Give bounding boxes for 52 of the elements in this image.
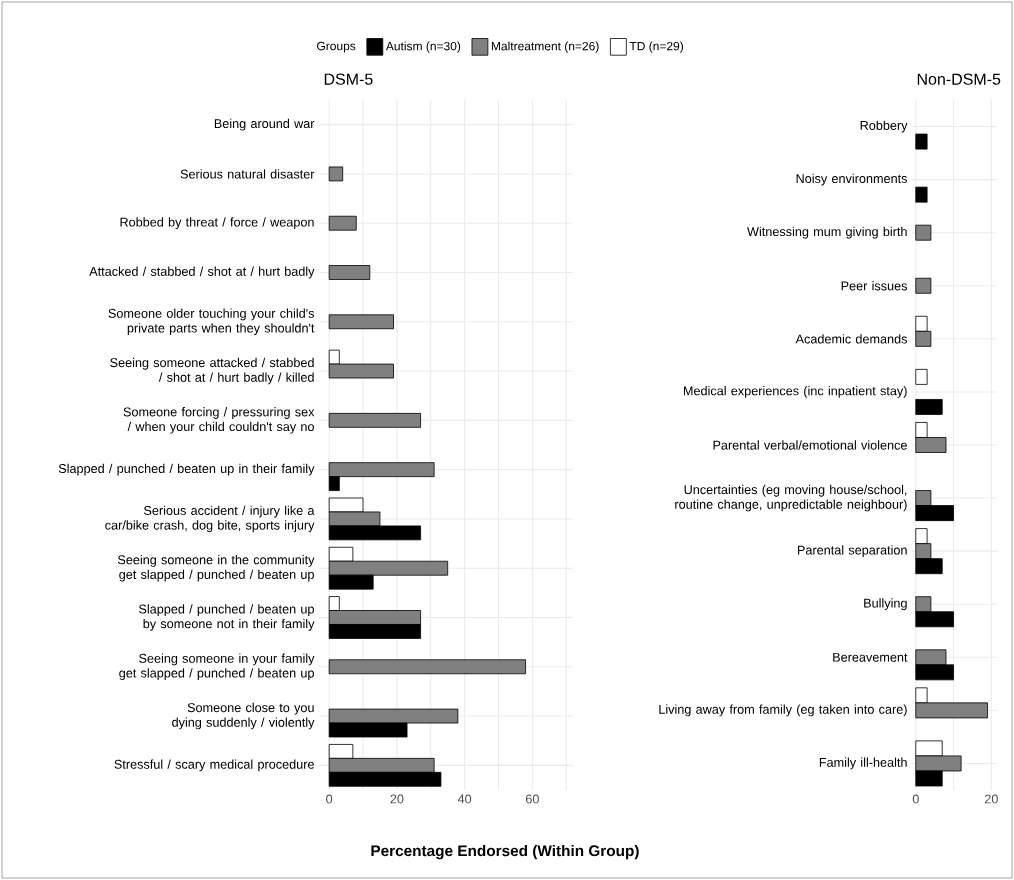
bar bbox=[328, 412, 421, 428]
y-tick-label: Parental separation bbox=[798, 545, 907, 558]
legend-label: TD (n=29) bbox=[629, 41, 684, 53]
bar bbox=[915, 224, 932, 241]
x-tick-label: 40 bbox=[457, 794, 472, 804]
y-tick-label: Attacked / stabbed / shot at / hurt badly bbox=[89, 266, 315, 279]
y-tick-label: Family ill-health bbox=[819, 757, 907, 770]
bar bbox=[328, 265, 371, 280]
legend-label: Maltreatment (n=26) bbox=[491, 41, 599, 53]
x-tick-label: 0 bbox=[326, 794, 333, 804]
y-tick-label: Academic demands bbox=[795, 334, 908, 344]
y-tick-label: Medical experiences (inc inpatient stay) bbox=[683, 386, 907, 398]
bar bbox=[915, 368, 928, 385]
y-tick-label: Uncertainties (eg moving house/school, routine change, unpredictable neighbour) bbox=[675, 484, 907, 512]
x-tick-label: 0 bbox=[912, 794, 919, 804]
bar bbox=[328, 215, 357, 231]
y-tick-label: Robbery bbox=[860, 120, 908, 133]
y-tick-label: Being around war bbox=[214, 118, 315, 131]
bar bbox=[328, 166, 344, 182]
y-tick-label: Someone close to you dying suddenly / violently bbox=[172, 702, 315, 730]
bar bbox=[915, 399, 943, 415]
y-tick-label: Slapped / punched / beaten up by someone not in their family bbox=[139, 604, 315, 631]
bar bbox=[915, 277, 932, 294]
chart-title: DSM-5 bbox=[324, 73, 373, 85]
x-tick-label: 20 bbox=[984, 794, 998, 804]
y-tick-label: Bullying bbox=[864, 598, 907, 611]
y-tick-label: Living away from family (eg taken into care) bbox=[659, 704, 907, 717]
y-tick-label: Someone older touching your child's private parts when they shouldn't bbox=[108, 308, 315, 336]
y-tick-label: Stressful / scary medical procedure bbox=[114, 759, 314, 772]
y-tick-label: Serious accident / injury like a car/bike crash, dog bite, sports injury bbox=[105, 505, 315, 533]
legend-title: Groups bbox=[317, 41, 356, 53]
bar bbox=[328, 659, 526, 675]
y-tick-label: Slapped / punched / beaten up in their family bbox=[58, 463, 315, 476]
chart-title: Non-DSM-5 bbox=[917, 73, 1001, 85]
x-tick-label: 20 bbox=[390, 794, 404, 804]
x-axis-title: Percentage Endorsed (Within Group) bbox=[371, 844, 639, 860]
legend-label: Autism (n=30) bbox=[385, 41, 461, 53]
x-tick-label: 60 bbox=[525, 794, 539, 804]
bar bbox=[328, 314, 394, 330]
y-tick-label: Bereavement bbox=[833, 652, 908, 662]
y-tick-label: Someone forcing / pressuring sex / when your child couldn't say no bbox=[123, 407, 315, 434]
y-tick-label: Seeing someone attacked / stabbed / shot at / hurt badly / killed bbox=[110, 357, 314, 385]
bar bbox=[915, 186, 928, 203]
bar bbox=[915, 133, 928, 150]
y-tick-label: Noisy environments bbox=[796, 173, 908, 186]
y-tick-label: Serious natural disaster bbox=[180, 169, 315, 179]
y-tick-label: Seeing someone in your family get slapped / punched / beaten up bbox=[119, 653, 315, 681]
y-tick-label: Parental verbal/emotional violence bbox=[713, 440, 907, 450]
y-tick-label: Witnessing mum giving birth bbox=[747, 226, 907, 239]
y-tick-label: Robbed by threat / force / weapon bbox=[120, 217, 314, 230]
y-tick-label: Peer issues bbox=[841, 281, 908, 291]
y-tick-label: Seeing someone in the community get slapped / punched / beaten up bbox=[117, 554, 315, 582]
